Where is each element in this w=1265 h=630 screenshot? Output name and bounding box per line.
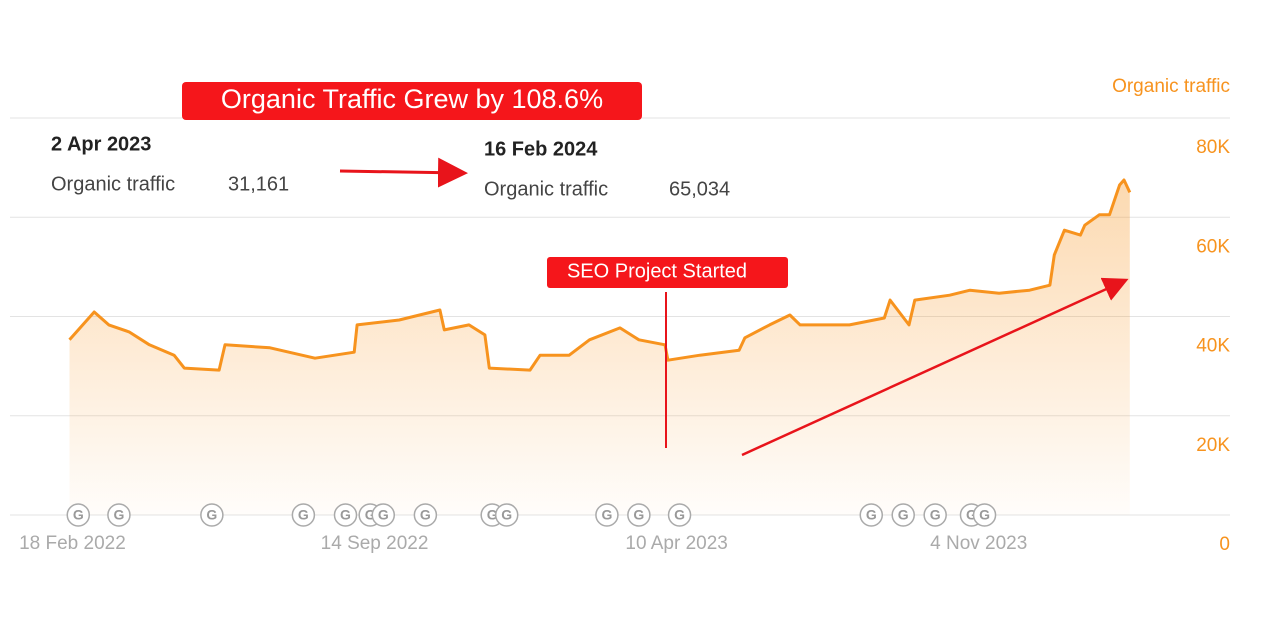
event-label: G <box>420 507 431 523</box>
title-box <box>182 82 642 120</box>
event-label: G <box>501 507 512 523</box>
event-marker <box>200 503 224 527</box>
event-marker <box>667 503 692 527</box>
tooltip: 16 Feb 2024 Organic traffic 65,034 <box>484 138 730 200</box>
tooltip: 2 Apr 2023 Organic traffic 31,161 <box>51 133 289 195</box>
tooltip-value: 31,161 <box>228 173 289 195</box>
event-label: G <box>674 507 685 523</box>
chart-title: Organic Traffic Grew by 108.6% <box>221 84 603 114</box>
event-label: G <box>206 507 217 523</box>
event-marker <box>494 503 519 527</box>
event-label: G <box>898 507 909 523</box>
x-tick-label: 4 Nov 2023 <box>930 533 1027 554</box>
y-tick-label: 80K <box>1196 137 1230 158</box>
x-tick-label: 14 Sep 2022 <box>321 533 429 554</box>
event-label: G <box>73 507 84 523</box>
event-marker <box>627 503 651 527</box>
event-label: G <box>298 507 309 523</box>
trend-arrow <box>741 277 1129 457</box>
area <box>69 180 1130 515</box>
event-label: G <box>633 507 644 523</box>
x-tick-label: 10 Apr 2023 <box>625 533 727 554</box>
annotation-box <box>547 257 788 288</box>
event-label: G <box>113 507 124 523</box>
event-marker <box>859 503 884 527</box>
tooltip-date: 16 Feb 2024 <box>484 138 598 160</box>
event-label: G <box>966 507 977 523</box>
y-tick-label: 60K <box>1196 236 1230 257</box>
event-label: G <box>866 507 877 523</box>
event-label: G <box>340 507 351 523</box>
event-marker <box>413 503 438 527</box>
event-marker <box>371 503 396 527</box>
grid: 0 20K 40K 60K 80K 18 Feb 2022 14 Sep 2022 10 Ap… <box>10 117 1230 555</box>
y-tick-label: 0 <box>1219 534 1230 555</box>
event-marker <box>891 503 915 527</box>
event-marker <box>595 503 619 527</box>
tooltip-value: 65,034 <box>669 178 730 200</box>
event-label: G <box>930 507 941 523</box>
y-axis-title: Organic traffic <box>1112 76 1230 97</box>
plot <box>68 178 1132 515</box>
arrow <box>339 157 468 188</box>
event-label: G <box>378 507 389 523</box>
annotation: SEO Project Started <box>567 260 747 282</box>
event-marker <box>923 503 947 527</box>
tooltip-label: Organic traffic <box>51 173 175 195</box>
event-marker <box>972 503 997 527</box>
event-label: G <box>601 507 612 523</box>
event-label: G <box>979 507 990 523</box>
y-tick-label: 40K <box>1196 336 1230 357</box>
y-tick-label: 20K <box>1196 435 1230 456</box>
tooltip-date: 2 Apr 2023 <box>51 133 151 155</box>
event-marker <box>107 503 131 527</box>
x-tick-label: 18 Feb 2022 <box>19 533 126 554</box>
tooltip-label: Organic traffic <box>484 178 608 200</box>
event-label: G <box>365 507 376 523</box>
event-marker <box>291 503 316 527</box>
event-label: G <box>487 507 498 523</box>
event-marker <box>66 503 91 527</box>
event-marker <box>333 503 358 527</box>
